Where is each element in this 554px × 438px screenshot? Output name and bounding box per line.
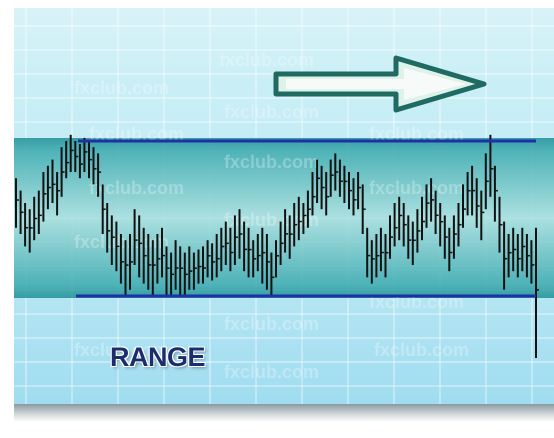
frame-shadow xyxy=(14,404,554,422)
top-edge xyxy=(14,0,314,8)
watermark-text: fxclub.com xyxy=(369,178,464,198)
watermark-text: fxclub.com xyxy=(369,124,464,144)
price-bars xyxy=(15,134,539,358)
watermark-text: fxclub.com xyxy=(89,124,184,144)
watermarks: fxclub.com fxclub.com fxclub.com fxclub.com… xyxy=(74,50,469,382)
watermark-text: fxclub.com xyxy=(374,340,469,360)
watermark-text: fxclub.com xyxy=(89,178,184,198)
watermark-text: fxclub.com xyxy=(224,362,319,382)
watermark-text: fxclub.com xyxy=(224,314,319,334)
watermark-text: fxclub.com xyxy=(74,340,169,360)
watermark-text: fxclub.com xyxy=(219,50,314,70)
chart-svg: fxclub.com fxclub.com fxclub.com fxclub.com… xyxy=(14,8,554,408)
range-label: RANGE xyxy=(110,342,206,372)
chart-area: fxclub.com fxclub.com fxclub.com fxclub.com… xyxy=(14,8,554,408)
watermark-text: fxclub.com xyxy=(74,78,169,98)
right-arrow-icon xyxy=(273,55,487,113)
watermark-text: fxclub.com xyxy=(224,210,319,230)
watermark-text: fxclub.com xyxy=(224,102,319,122)
watermark-text: fxclub.com xyxy=(224,152,319,172)
